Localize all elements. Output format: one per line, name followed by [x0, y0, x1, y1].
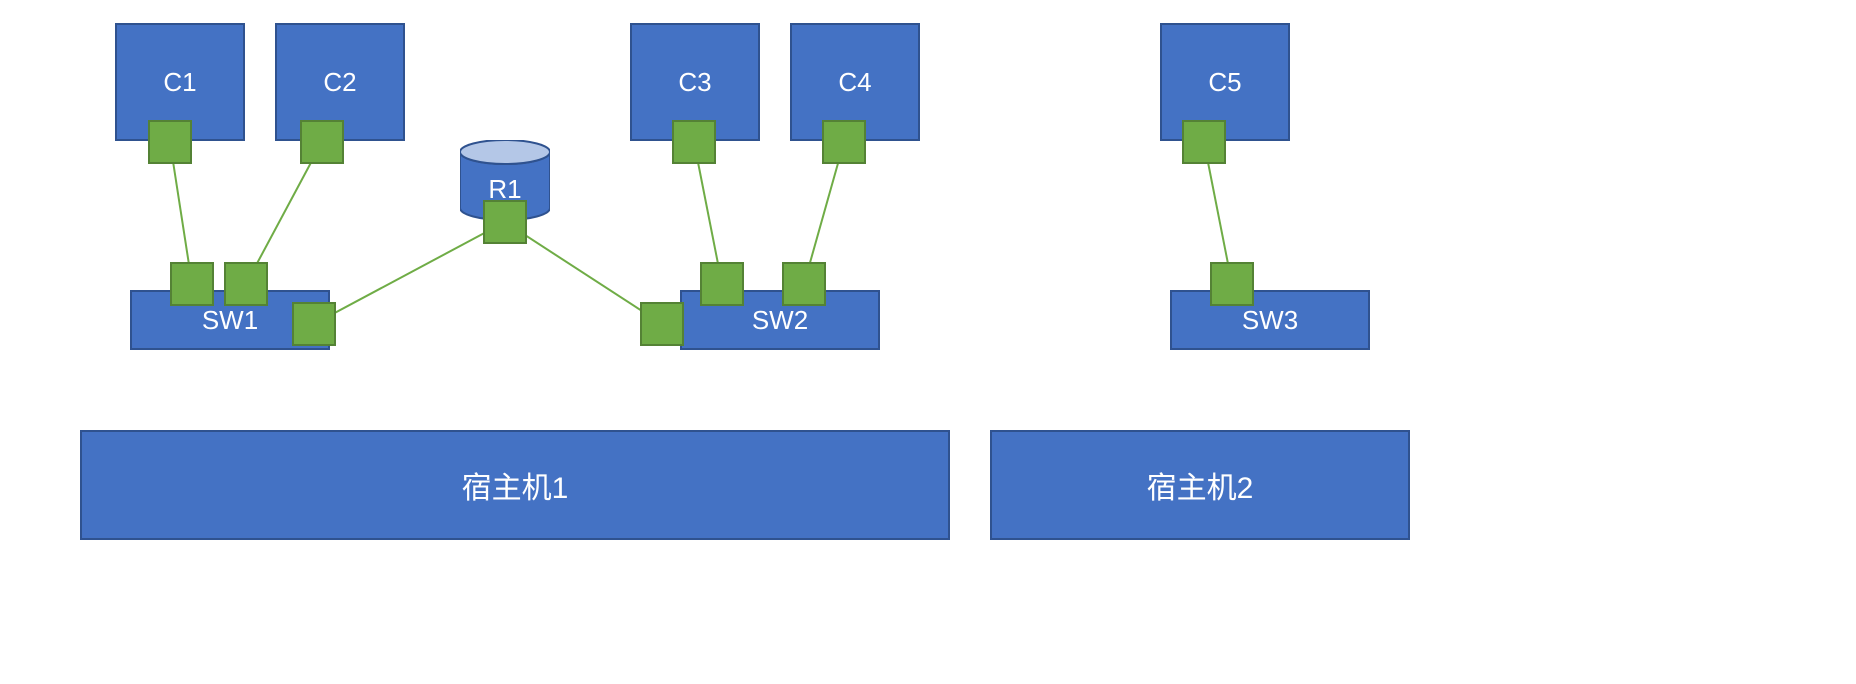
node-label-C2: C2 — [323, 67, 356, 98]
port-p_r1 — [483, 200, 527, 244]
port-p_sw2_c — [640, 302, 684, 346]
port-p_c3 — [672, 120, 716, 164]
port-p_c4 — [822, 120, 866, 164]
node-label-H2: 宿主机2 — [1147, 463, 1254, 507]
port-p_sw1_c — [292, 302, 336, 346]
port-p_sw1_b — [224, 262, 268, 306]
node-label-C4: C4 — [838, 67, 871, 98]
diagram-stage: C1C2C3C4C5R1SW1SW2SW3宿主机1宿主机2 — [0, 0, 1856, 684]
port-p_sw2_a — [700, 262, 744, 306]
node-H1: 宿主机1 — [80, 430, 950, 540]
port-p_c5 — [1182, 120, 1226, 164]
node-label-SW1: SW1 — [202, 305, 258, 336]
node-label-SW2: SW2 — [752, 305, 808, 336]
node-H2: 宿主机2 — [990, 430, 1410, 540]
port-p_sw3_a — [1210, 262, 1254, 306]
edge — [314, 222, 505, 324]
node-label-C5: C5 — [1208, 67, 1241, 98]
node-label-H1: 宿主机1 — [462, 463, 569, 507]
port-p_sw1_a — [170, 262, 214, 306]
node-SW3: SW3 — [1170, 290, 1370, 350]
node-label-C1: C1 — [163, 67, 196, 98]
edge — [505, 222, 662, 324]
port-p_sw2_b — [782, 262, 826, 306]
node-label-SW3: SW3 — [1242, 305, 1298, 336]
port-p_c2 — [300, 120, 344, 164]
port-p_c1 — [148, 120, 192, 164]
node-label-C3: C3 — [678, 67, 711, 98]
